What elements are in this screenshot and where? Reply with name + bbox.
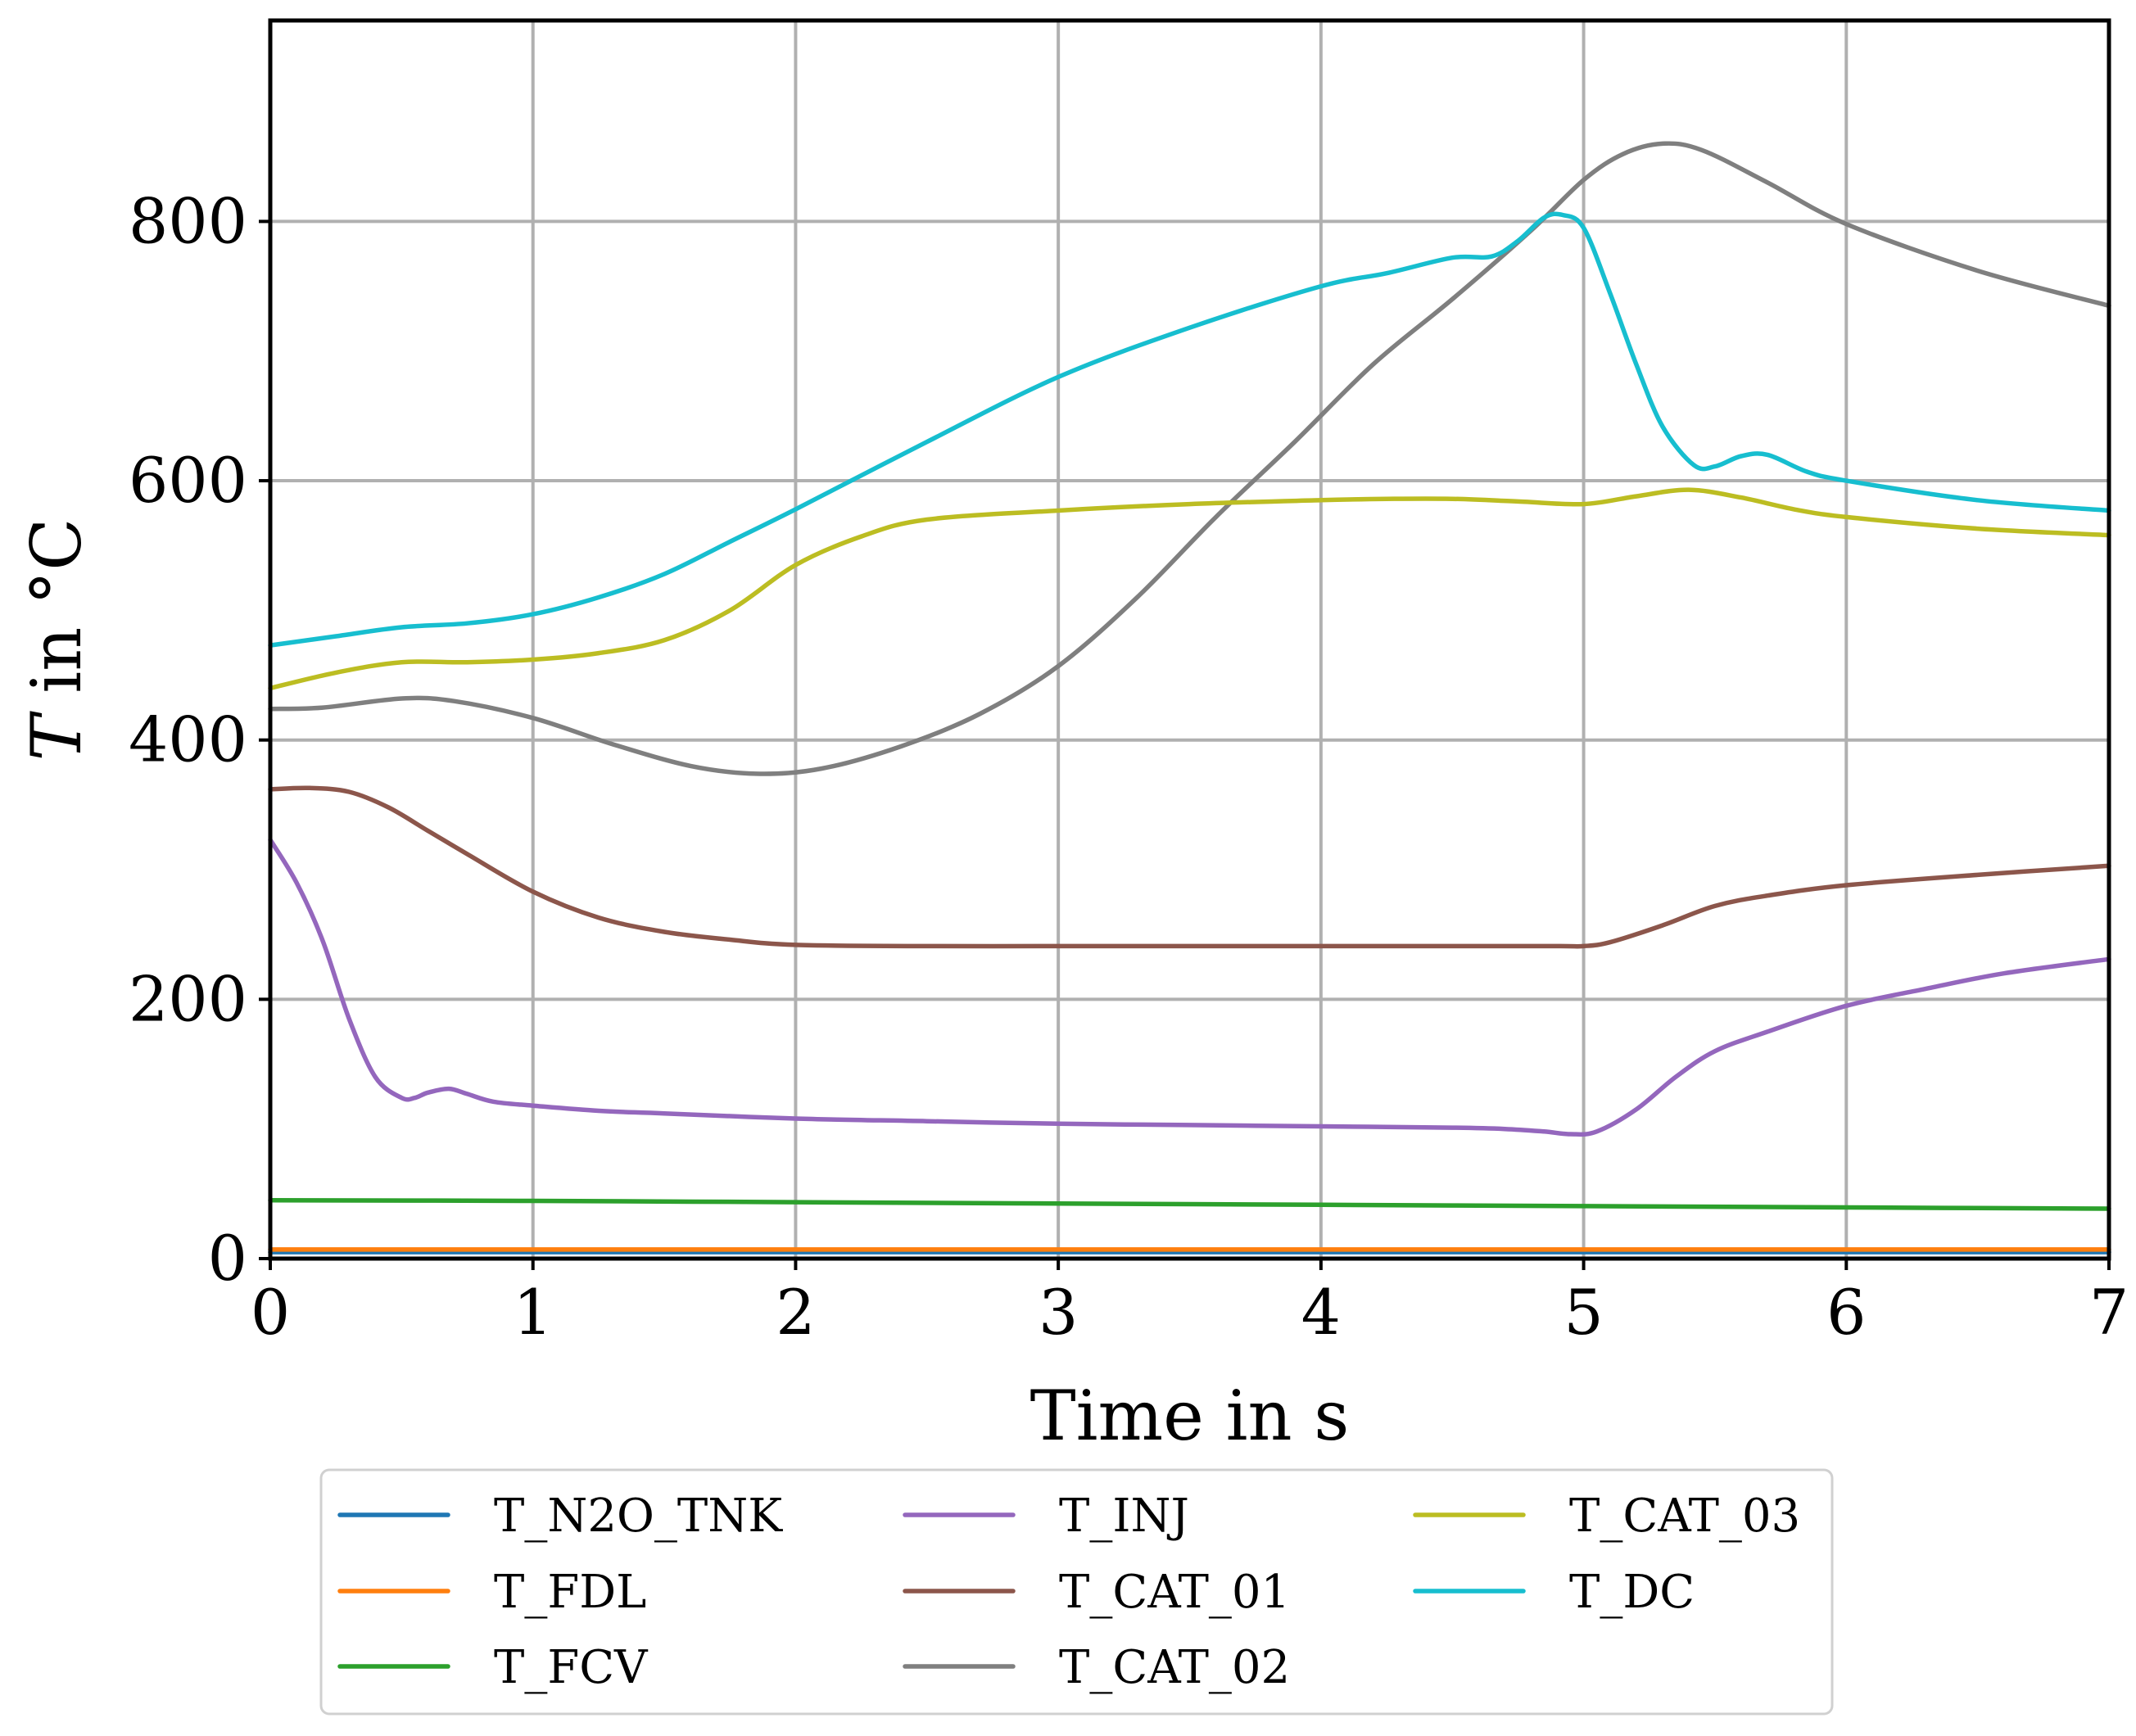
y-axis-label: T in °C <box>16 518 97 762</box>
series-line-t-cat-02 <box>268 141 2111 776</box>
legend-item-t-n2o-tnk: T_N2O_TNK <box>337 1490 783 1543</box>
x-tick-label: 1 <box>514 1276 553 1349</box>
legend: T_N2O_TNK T_FDL T_FCV T_INJ T_CAT_01 T_CAT_02… <box>319 1468 1834 1716</box>
y-axis-label-unit: in °C <box>16 518 97 716</box>
x-axis-label: Time in s <box>1030 1376 1350 1456</box>
legend-label-t-n2o-tnk: T_N2O_TNK <box>494 1490 783 1543</box>
legend-item-t-fdl: T_FDL <box>337 1566 646 1619</box>
legend-item-t-inj: T_INJ <box>903 1490 1189 1543</box>
y-tick-label: 400 <box>129 703 247 776</box>
legend-label-t-fcv: T_FCV <box>494 1641 649 1694</box>
x-tick-label: 4 <box>1301 1276 1341 1349</box>
series-line-t-cat-03 <box>268 487 2111 691</box>
legend-label-t-fdl: T_FDL <box>494 1566 646 1619</box>
legend-item-t-dc: T_DC <box>1413 1566 1695 1619</box>
x-tick-label: 3 <box>1039 1276 1078 1349</box>
y-tick-label: 800 <box>129 184 247 257</box>
legend-label-t-cat-03: T_CAT_03 <box>1569 1490 1800 1543</box>
x-tick-label: 0 <box>251 1276 290 1349</box>
series-line-t-cat-01 <box>268 785 2111 949</box>
legend-label-t-inj: T_INJ <box>1059 1490 1189 1543</box>
legend-item-t-fcv: T_FCV <box>337 1641 649 1694</box>
legend-label-t-cat-01: T_CAT_01 <box>1059 1566 1290 1619</box>
grid-lines <box>269 20 2111 1260</box>
y-axis-label-variable: T <box>16 710 97 761</box>
legend-box <box>319 1468 1834 1716</box>
plot-area-frame <box>268 18 2111 1261</box>
y-tick-label: 600 <box>129 444 247 517</box>
legend-item-t-cat-01: T_CAT_01 <box>903 1566 1290 1619</box>
x-tick-label: 6 <box>1826 1276 1866 1349</box>
axis-ticks: 0 1 2 3 4 5 6 7 0 200 400 600 800 <box>129 184 2129 1349</box>
y-tick-label: 200 <box>129 962 247 1035</box>
legend-label-t-cat-02: T_CAT_02 <box>1059 1641 1290 1694</box>
legend-item-t-cat-03: T_CAT_03 <box>1413 1490 1800 1543</box>
legend-label-t-dc: T_DC <box>1569 1566 1695 1619</box>
series-line-t-dc <box>268 211 2111 648</box>
series-lines <box>268 141 2111 1255</box>
legend-item-t-cat-02: T_CAT_02 <box>903 1641 1290 1694</box>
y-tick-label: 0 <box>208 1222 247 1295</box>
x-tick-label: 5 <box>1564 1276 1603 1349</box>
x-tick-label: 7 <box>2089 1276 2129 1349</box>
legend-items: T_N2O_TNK T_FDL T_FCV T_INJ T_CAT_01 T_CAT_02… <box>337 1490 1800 1694</box>
x-tick-label: 2 <box>776 1276 815 1349</box>
series-line-t-inj <box>268 837 2111 1137</box>
series-line-t-fcv <box>268 1198 2111 1211</box>
